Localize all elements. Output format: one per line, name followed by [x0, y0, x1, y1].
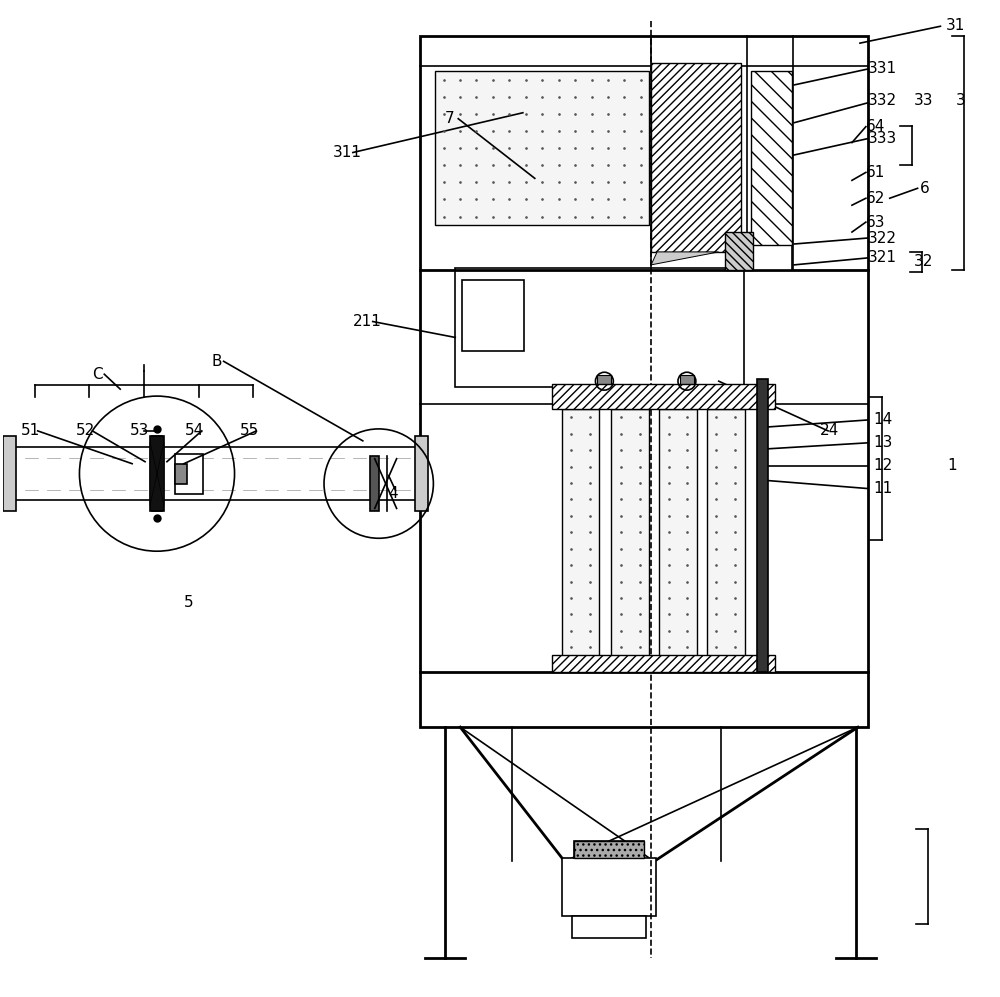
Text: 4: 4 [389, 486, 398, 501]
Text: 54: 54 [185, 424, 204, 439]
Text: 3: 3 [955, 94, 965, 109]
Text: 211: 211 [353, 314, 382, 329]
Text: 24: 24 [820, 424, 839, 439]
Text: 55: 55 [240, 424, 259, 439]
Bar [725, 232, 753, 270]
Text: 321: 321 [868, 250, 897, 265]
Text: 332: 332 [868, 94, 897, 109]
Text: 14: 14 [873, 413, 892, 428]
Bar [562, 409, 599, 656]
Bar [659, 409, 697, 656]
Bar [751, 242, 792, 270]
Bar [175, 464, 187, 484]
Text: 61: 61 [866, 165, 885, 179]
Text: 33: 33 [914, 94, 933, 109]
Polygon shape [150, 442, 164, 505]
Bar [552, 384, 775, 409]
Text: 64: 64 [866, 120, 885, 135]
Text: C: C [92, 367, 103, 382]
Text: 322: 322 [868, 230, 897, 245]
Bar [574, 840, 644, 858]
Bar [680, 375, 694, 385]
Text: 52: 52 [75, 424, 95, 439]
Text: 331: 331 [868, 62, 897, 77]
Polygon shape [150, 436, 164, 511]
Bar [611, 409, 649, 656]
Text: 51: 51 [21, 424, 40, 439]
Bar [574, 840, 644, 858]
Text: 333: 333 [868, 131, 897, 147]
Text: 63: 63 [866, 214, 885, 229]
Text: 6: 6 [920, 180, 929, 195]
Bar [462, 280, 524, 351]
Text: 62: 62 [866, 190, 885, 205]
Bar [175, 454, 203, 494]
Text: 13: 13 [873, 436, 892, 451]
Text: 31: 31 [945, 18, 965, 33]
Text: 7: 7 [444, 112, 454, 127]
Text: B: B [212, 354, 222, 369]
Bar [562, 858, 656, 916]
Bar [420, 36, 868, 727]
Bar [751, 71, 792, 245]
Bar [435, 71, 649, 225]
Bar [455, 268, 744, 387]
Bar [707, 409, 745, 656]
Text: 5: 5 [184, 595, 193, 610]
Text: 12: 12 [873, 459, 892, 474]
Text: 32: 32 [914, 254, 933, 269]
Bar [597, 375, 611, 385]
Bar [651, 63, 741, 252]
Text: 11: 11 [873, 482, 892, 497]
Text: 1: 1 [947, 459, 957, 474]
Bar [757, 379, 768, 673]
Bar [370, 456, 379, 511]
Text: 53: 53 [130, 424, 150, 439]
Bar [3, 436, 16, 511]
Bar [415, 436, 428, 511]
Polygon shape [651, 252, 719, 265]
Bar [572, 916, 646, 938]
Text: 311: 311 [333, 145, 362, 160]
Bar [552, 655, 775, 673]
